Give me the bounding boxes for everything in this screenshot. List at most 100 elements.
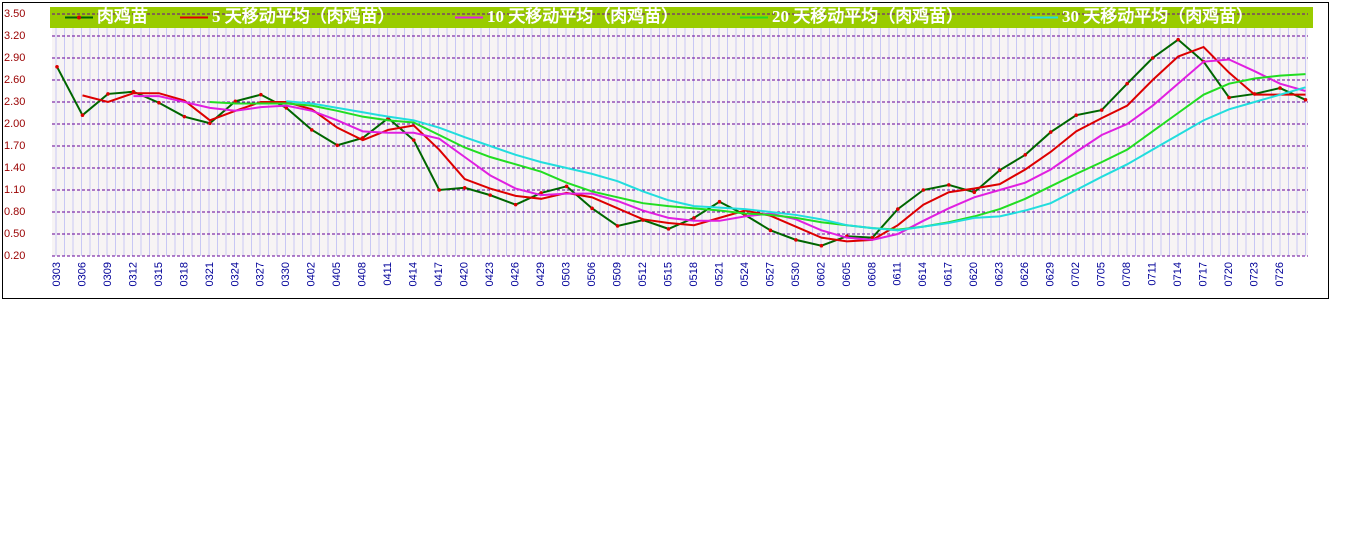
x-tick-label: 0414	[408, 262, 420, 286]
legend-label: 10 天移动平均（肉鸡苗）	[487, 6, 678, 26]
y-tick-label: 0.50	[4, 228, 25, 240]
plot-pattern	[52, 14, 1308, 256]
point	[1176, 37, 1180, 42]
x-tick-label: 0405	[331, 262, 343, 286]
point	[794, 238, 798, 242]
point	[1074, 113, 1078, 117]
point	[666, 227, 671, 231]
x-tick-label: 0614	[917, 262, 929, 286]
point	[717, 199, 722, 204]
point	[335, 143, 340, 148]
x-tick-label: 0315	[153, 262, 165, 286]
y-tick-label: 2.30	[4, 96, 25, 108]
x-tick-label: 0626	[1019, 262, 1031, 286]
x-tick-label: 0708	[1121, 262, 1133, 286]
y-tick-label: 2.90	[4, 52, 25, 64]
point	[590, 206, 594, 211]
point	[1227, 95, 1231, 100]
point	[1278, 86, 1282, 90]
point	[896, 207, 900, 211]
x-tick-label: 0530	[790, 262, 802, 286]
point	[947, 183, 951, 187]
point	[972, 190, 977, 194]
legend	[50, 7, 1313, 28]
x-tick-label: 0702	[1070, 262, 1082, 286]
x-tick-label: 0512	[637, 262, 649, 286]
x-tick-label: 0417	[433, 262, 445, 286]
x-tick-label: 0402	[306, 262, 318, 286]
point	[997, 168, 1002, 172]
x-tick-label: 0717	[1198, 262, 1210, 286]
point	[182, 114, 187, 119]
point	[1048, 130, 1053, 134]
series-line	[133, 58, 1306, 241]
x-tick-label: 0714	[1172, 262, 1184, 286]
y-tick-label: 1.70	[4, 140, 25, 152]
point	[488, 193, 492, 197]
x-tick-label: 0620	[968, 262, 980, 286]
point	[208, 121, 212, 126]
point	[819, 243, 824, 248]
point	[1125, 81, 1129, 86]
y-tick-label: 1.40	[4, 162, 25, 174]
x-tick-label: 0309	[102, 262, 114, 286]
x-tick-label: 0617	[943, 262, 955, 286]
x-tick-label: 0521	[713, 262, 725, 286]
x-tick-label: 0423	[484, 262, 496, 286]
point	[437, 188, 442, 192]
point	[259, 92, 263, 97]
x-tick-label: 0711	[1147, 262, 1159, 286]
x-tick-label: 0327	[255, 262, 267, 286]
point	[462, 186, 467, 190]
plot: 0.20 0.50 0.80 1.10 1.40 1.70 2.00 2.30 2.60 2.90…	[4, 8, 1308, 286]
point	[768, 228, 773, 233]
x-tick-label: 0303	[51, 262, 63, 286]
x-tick-label: 0420	[459, 262, 471, 286]
point	[411, 138, 416, 142]
point	[1099, 108, 1104, 112]
x-tick-label: 0720	[1223, 262, 1235, 286]
series-line	[209, 73, 1306, 231]
legend-label: 20 天移动平均（肉鸡苗）	[772, 6, 963, 26]
x-tick-label: 0408	[357, 262, 369, 286]
point	[1150, 56, 1155, 60]
x-tick-label: 0723	[1248, 262, 1260, 286]
point	[1023, 153, 1028, 157]
point	[55, 65, 59, 69]
x-tick-label: 0611	[892, 262, 904, 286]
x-tick-label: 0312	[127, 262, 139, 286]
x-tick-label: 0429	[535, 262, 547, 286]
point	[310, 128, 314, 132]
point	[513, 202, 518, 207]
x-tick-label: 0306	[76, 262, 88, 286]
y-tick-label: 2.60	[4, 74, 25, 86]
legend-label: 5 天移动平均（肉鸡苗）	[212, 6, 395, 26]
x-tick-label: 0503	[561, 262, 573, 286]
point	[692, 216, 696, 220]
y-tick-label: 0.80	[4, 206, 25, 218]
point	[921, 188, 926, 192]
point	[615, 224, 620, 228]
point	[233, 99, 238, 104]
point	[80, 113, 85, 117]
x-tick-label: 0705	[1096, 262, 1108, 286]
y-tick-label: 1.10	[4, 184, 25, 196]
y-tick-label: 3.50	[4, 8, 25, 20]
x-tick-label: 0330	[280, 262, 292, 286]
x-tick-label: 0506	[586, 262, 598, 286]
legend-label: 30 天移动平均（肉鸡苗）	[1062, 6, 1253, 26]
x-tick-label: 0318	[178, 262, 190, 286]
y-tick-label: 2.00	[4, 118, 25, 130]
point	[284, 106, 289, 110]
x-tick-label: 0605	[841, 262, 853, 286]
y-tick-label: 3.20	[4, 30, 25, 42]
legend-label: 肉鸡苗	[97, 6, 148, 26]
x-tick-label: 0515	[662, 262, 674, 286]
x-tick-label: 0324	[229, 262, 241, 286]
point	[157, 100, 161, 105]
legend-marker	[77, 15, 81, 20]
y-tick-label: 0.20	[4, 250, 25, 262]
x-tick-label: 0524	[739, 262, 751, 286]
point	[539, 191, 543, 195]
